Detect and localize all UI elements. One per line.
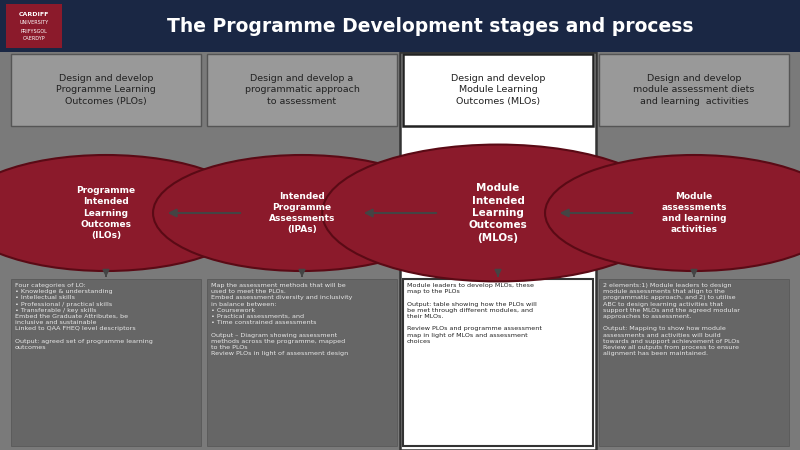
FancyBboxPatch shape bbox=[403, 279, 593, 446]
Text: Map the assessment methods that will be
used to meet the PLOs.
Embed assessment : Map the assessment methods that will be … bbox=[211, 283, 352, 356]
FancyBboxPatch shape bbox=[6, 4, 62, 48]
FancyBboxPatch shape bbox=[207, 279, 397, 446]
Text: CAERDYP: CAERDYP bbox=[22, 36, 46, 41]
FancyBboxPatch shape bbox=[11, 279, 201, 446]
Ellipse shape bbox=[153, 155, 451, 271]
Text: Module leaders to develop MLOs, these
map to the PLOs

Output: table showing how: Module leaders to develop MLOs, these ma… bbox=[407, 283, 542, 344]
FancyBboxPatch shape bbox=[599, 54, 789, 126]
Text: Module
assessments
and learning
activities: Module assessments and learning activiti… bbox=[662, 192, 726, 234]
FancyBboxPatch shape bbox=[599, 279, 789, 446]
FancyBboxPatch shape bbox=[11, 54, 201, 126]
Text: Design and develop
Programme Learning
Outcomes (PLOs): Design and develop Programme Learning Ou… bbox=[56, 74, 156, 106]
Ellipse shape bbox=[0, 155, 255, 271]
FancyBboxPatch shape bbox=[207, 54, 397, 126]
FancyBboxPatch shape bbox=[403, 54, 593, 126]
Text: The Programme Development stages and process: The Programme Development stages and pro… bbox=[166, 17, 694, 36]
FancyBboxPatch shape bbox=[400, 52, 596, 450]
Ellipse shape bbox=[545, 155, 800, 271]
Text: Four categories of LO:
• Knowledge & understanding
• Intellectual skills
• Profe: Four categories of LO: • Knowledge & und… bbox=[15, 283, 153, 350]
Text: Design and develop
Module Learning
Outcomes (MLOs): Design and develop Module Learning Outco… bbox=[451, 74, 545, 106]
Text: UNIVERSITY: UNIVERSITY bbox=[19, 20, 49, 25]
Text: Programme
Intended
Learning
Outcomes
(ILOs): Programme Intended Learning Outcomes (IL… bbox=[77, 186, 135, 240]
Text: PRIFYSGOL: PRIFYSGOL bbox=[21, 29, 47, 34]
Text: Design and develop
module assessment diets
and learning  activities: Design and develop module assessment die… bbox=[634, 74, 754, 106]
Ellipse shape bbox=[349, 155, 647, 271]
Ellipse shape bbox=[322, 144, 674, 281]
Text: CARDIFF: CARDIFF bbox=[19, 13, 49, 18]
Text: Intended
Programme
Assessments
(IPAs): Intended Programme Assessments (IPAs) bbox=[269, 192, 335, 234]
Text: Design and develop a
programmatic approach
to assessment: Design and develop a programmatic approa… bbox=[245, 74, 359, 106]
Text: 2 elements:1) Module leaders to design
module assessments that align to the
prog: 2 elements:1) Module leaders to design m… bbox=[603, 283, 740, 356]
FancyBboxPatch shape bbox=[0, 0, 800, 52]
Text: Module
Intended
Learning
Outcomes
(MLOs): Module Intended Learning Outcomes (MLOs) bbox=[469, 183, 527, 243]
